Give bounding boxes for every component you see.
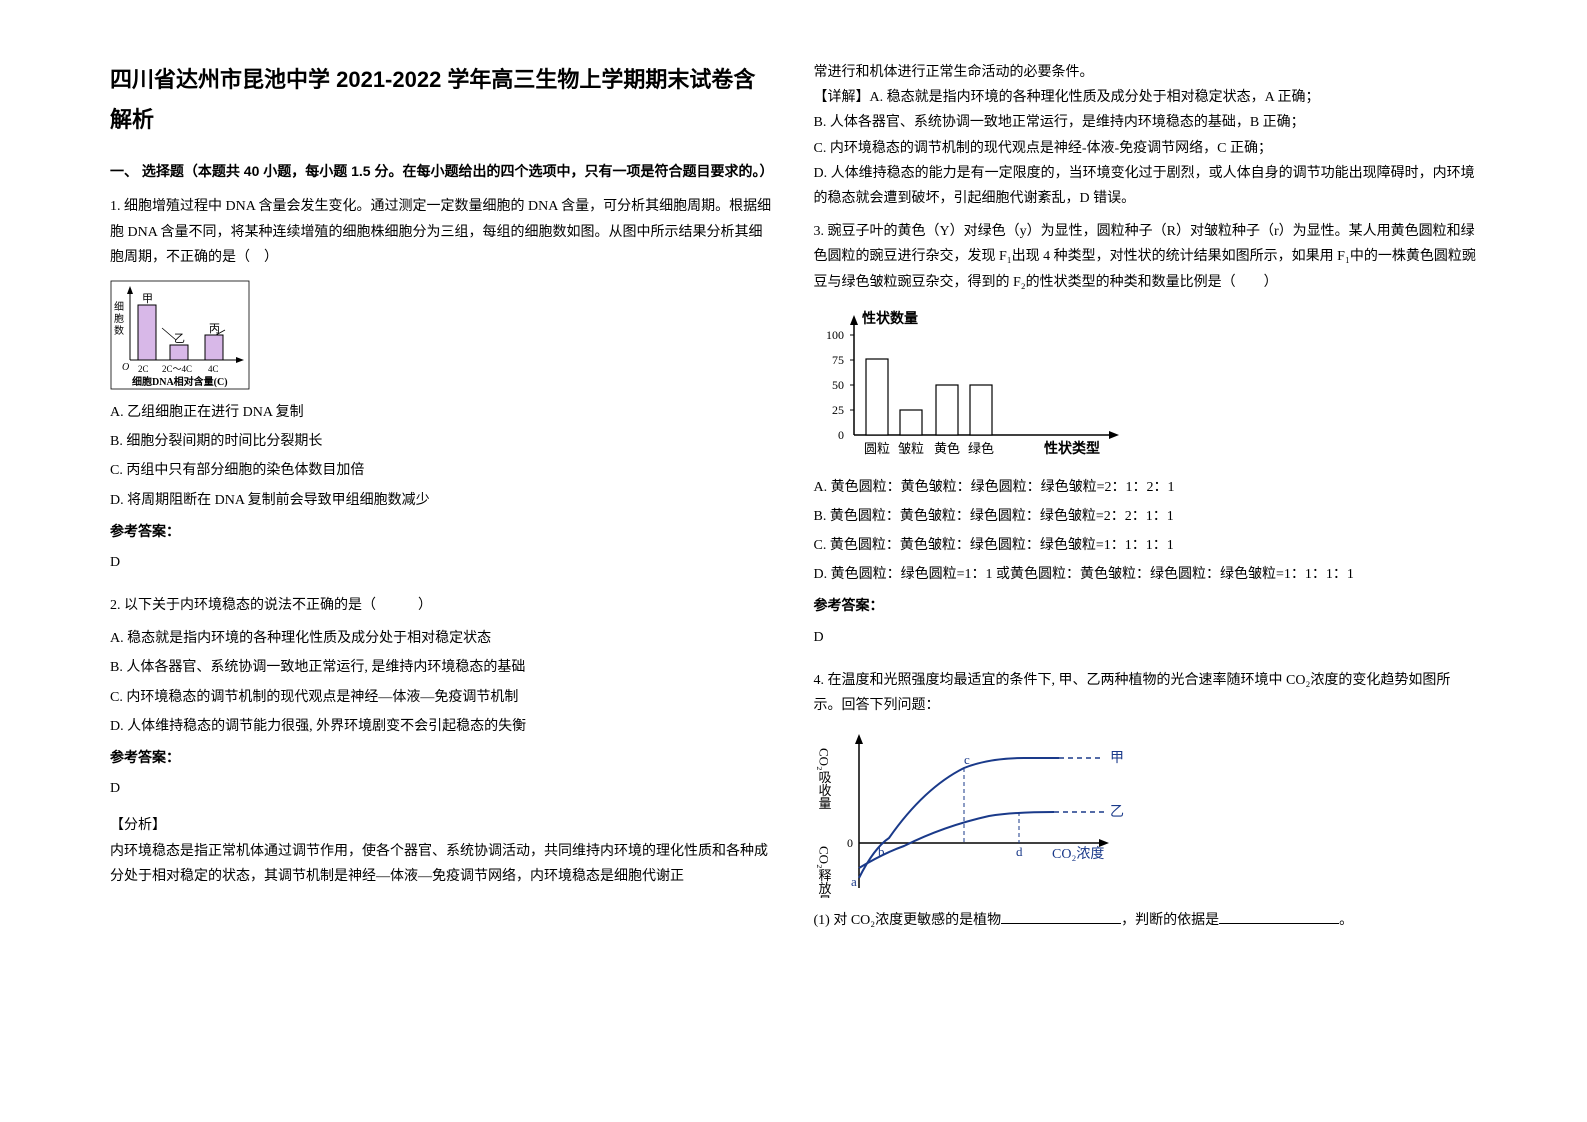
svg-text:CO₂浓度: CO₂浓度 bbox=[1052, 846, 1104, 862]
q4-sub1-pre: (1) 对 CO₂浓度更敏感的是植物 bbox=[814, 913, 1002, 928]
q2-analysis-label: 【分析】 bbox=[110, 813, 774, 838]
svg-text:细胞DNA相对含量(C): 细胞DNA相对含量(C) bbox=[132, 375, 228, 388]
q2-analysis: 内环境稳态是指正常机体通过调节作用，使各个器官、系统协调活动，共同维持内环境的理… bbox=[110, 839, 774, 889]
right-column: 常进行和机体进行正常生命活动的必要条件。 【详解】A. 稳态就是指内环境的各种理… bbox=[794, 60, 1498, 1062]
chart1-label-yi: 乙 bbox=[174, 332, 185, 345]
blank-2 bbox=[1219, 910, 1339, 924]
q2-opt-d: D. 人体维持稳态的调节能力很强, 外界环境剧变不会引起稳态的失衡 bbox=[110, 714, 774, 739]
q1-chart: 细 胞 数 甲 乙 丙 O 2C 2C～4C 4C 细胞DN bbox=[110, 280, 774, 390]
q2-opt-a: A. 稳态就是指内环境的各种理化性质及成分处于相对稳定状态 bbox=[110, 626, 774, 651]
q2-opt-c: C. 内环境稳态的调节机制的现代观点是神经—体液—免疫调节机制 bbox=[110, 685, 774, 710]
q4-sub1-mid: ，判断的依据是 bbox=[1121, 913, 1219, 928]
q3-opt-d: D. 黄色圆粒：绿色圆粒=1：1 或黄色圆粒：黄色皱粒：绿色圆粒：绿色皱粒=1：… bbox=[814, 562, 1478, 587]
svg-text:CO₂释放量: CO₂释放量 bbox=[816, 846, 831, 898]
svg-text:黄色: 黄色 bbox=[934, 441, 960, 456]
q2-answer-label: 参考答案： bbox=[110, 745, 774, 770]
q2-detail-b: B. 人体各器官、系统协调一致地正常运行，是维持内环境稳态的基础，B 正确； bbox=[814, 110, 1478, 135]
q1-answer: D bbox=[110, 550, 774, 575]
svg-text:a: a bbox=[851, 874, 857, 889]
q3-answer: D bbox=[814, 625, 1478, 650]
question-3: 3. 豌豆子叶的黄色（Y）对绿色（y）为显性，圆粒种子（R）对皱粒种子（r）为显… bbox=[814, 219, 1478, 650]
q2-text: 2. 以下关于内环境稳态的说法不正确的是（ ） bbox=[110, 593, 774, 618]
q3-opt-b: B. 黄色圆粒：黄色皱粒：绿色圆粒：绿色皱粒=2：2：1：1 bbox=[814, 504, 1478, 529]
svg-text:胞: 胞 bbox=[114, 313, 124, 325]
doc-title: 四川省达州市昆池中学 2021-2022 学年高三生物上学期期末试卷含解析 bbox=[110, 60, 774, 139]
q2-detail-a: A. 稳态就是指内环境的各种理化性质及成分处于相对稳定状态，A 正确； bbox=[870, 90, 1320, 105]
blank-1 bbox=[1001, 910, 1121, 924]
q4-chart: CO₂吸收量 CO₂释放量 0 a b c d 甲 bbox=[814, 728, 1478, 898]
q1-opt-a: A. 乙组细胞正在进行 DNA 复制 bbox=[110, 400, 774, 425]
svg-text:性状数量: 性状数量 bbox=[862, 310, 918, 327]
question-2: 2. 以下关于内环境稳态的说法不正确的是（ ） A. 稳态就是指内环境的各种理化… bbox=[110, 593, 774, 889]
q3-chart: 性状数量 0 25 50 75 100 圆粒 皱粒 黄色 bbox=[814, 305, 1478, 465]
svg-text:25: 25 bbox=[832, 403, 844, 417]
section-header: 一、 选择题（本题共 40 小题，每小题 1.5 分。在每小题给出的四个选项中，… bbox=[110, 159, 774, 184]
svg-text:甲: 甲 bbox=[1110, 751, 1124, 766]
q1-opt-b: B. 细胞分裂间期的时间比分裂期长 bbox=[110, 429, 774, 454]
svg-text:0: 0 bbox=[838, 428, 844, 442]
q3-opt-a: A. 黄色圆粒：黄色皱粒：绿色圆粒：绿色皱粒=2：1：2：1 bbox=[814, 475, 1478, 500]
q2-detail-d: D. 人体维持稳态的能力是有一定限度的，当环境变化过于剧烈，或人体自身的调节功能… bbox=[814, 161, 1478, 211]
svg-text:皱粒: 皱粒 bbox=[898, 441, 924, 456]
svg-text:乙: 乙 bbox=[1110, 804, 1124, 820]
svg-text:O: O bbox=[122, 362, 129, 373]
svg-text:CO₂吸收量: CO₂吸收量 bbox=[816, 748, 831, 810]
svg-text:圆粒: 圆粒 bbox=[864, 441, 890, 456]
svg-text:100: 100 bbox=[826, 328, 844, 342]
svg-text:4C: 4C bbox=[208, 364, 219, 374]
chart1-label-jia: 甲 bbox=[142, 293, 153, 305]
svg-text:50: 50 bbox=[832, 378, 844, 392]
svg-text:d: d bbox=[1016, 844, 1023, 859]
svg-text:绿色: 绿色 bbox=[968, 441, 994, 456]
svg-text:性状类型: 性状类型 bbox=[1044, 440, 1100, 457]
q3-opt-c: C. 黄色圆粒：黄色皱粒：绿色圆粒：绿色皱粒=1：1：1：1 bbox=[814, 533, 1478, 558]
q4-text: 4. 在温度和光照强度均最适宜的条件下, 甲、乙两种植物的光合速率随环境中 CO… bbox=[814, 668, 1478, 718]
svg-text:2C～4C: 2C～4C bbox=[162, 364, 192, 374]
q3-answer-label: 参考答案： bbox=[814, 593, 1478, 618]
svg-text:0: 0 bbox=[847, 836, 853, 850]
svg-text:细: 细 bbox=[114, 300, 124, 313]
q1-opt-c: C. 丙组中只有部分细胞的染色体数目加倍 bbox=[110, 458, 774, 483]
question-1: 1. 细胞增殖过程中 DNA 含量会发生变化。通过测定一定数量细胞的 DNA 含… bbox=[110, 194, 774, 575]
svg-text:b: b bbox=[878, 844, 885, 859]
svg-text:2C: 2C bbox=[138, 364, 149, 374]
svg-text:数: 数 bbox=[114, 324, 124, 337]
svg-text:c: c bbox=[964, 752, 970, 767]
q2-detail-label: 【详解】 bbox=[814, 90, 870, 105]
q2-answer: D bbox=[110, 776, 774, 801]
question-4: 4. 在温度和光照强度均最适宜的条件下, 甲、乙两种植物的光合速率随环境中 CO… bbox=[814, 668, 1478, 934]
q2-opt-b: B. 人体各器官、系统协调一致地正常运行, 是维持内环境稳态的基础 bbox=[110, 655, 774, 680]
q2-detail-c: C. 内环境稳态的调节机制的现代观点是神经-体液-免疫调节网络，C 正确； bbox=[814, 136, 1478, 161]
q4-sub1: (1) 对 CO₂浓度更敏感的是植物 ，判断的依据是 。 bbox=[814, 908, 1478, 933]
chart1-label-bing: 丙 bbox=[209, 323, 220, 335]
svg-text:75: 75 bbox=[832, 353, 844, 367]
q1-text: 1. 细胞增殖过程中 DNA 含量会发生变化。通过测定一定数量细胞的 DNA 含… bbox=[110, 194, 774, 270]
q3-text: 3. 豌豆子叶的黄色（Y）对绿色（y）为显性，圆粒种子（R）对皱粒种子（r）为显… bbox=[814, 219, 1478, 295]
q1-opt-d: D. 将周期阻断在 DNA 复制前会导致甲组细胞数减少 bbox=[110, 488, 774, 513]
q1-answer-label: 参考答案： bbox=[110, 519, 774, 544]
q4-sub1-end: 。 bbox=[1339, 913, 1353, 928]
q2-detail: 【详解】A. 稳态就是指内环境的各种理化性质及成分处于相对稳定状态，A 正确； bbox=[814, 85, 1478, 110]
q2-cont-line1: 常进行和机体进行正常生命活动的必要条件。 bbox=[814, 60, 1478, 85]
left-column: 四川省达州市昆池中学 2021-2022 学年高三生物上学期期末试卷含解析 一、… bbox=[90, 60, 794, 1062]
